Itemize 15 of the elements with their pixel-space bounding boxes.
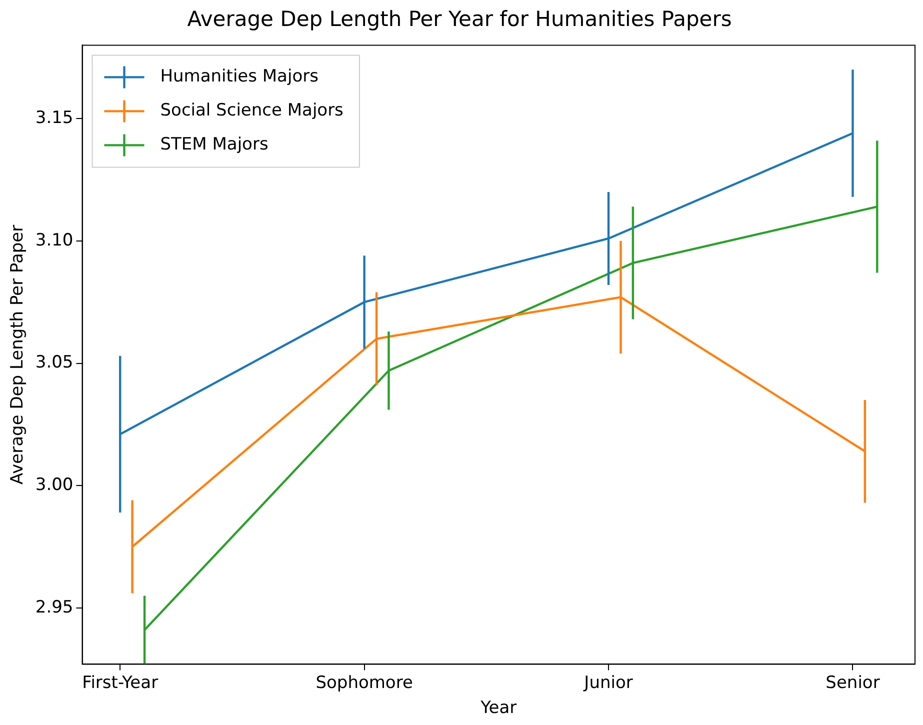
legend-label: Humanities Majors bbox=[160, 66, 319, 87]
y-tick-label: 3.15 bbox=[35, 108, 74, 128]
legend-label: STEM Majors bbox=[160, 134, 268, 155]
x-tick-label: First-Year bbox=[82, 672, 158, 693]
legend-label: Social Science Majors bbox=[160, 100, 344, 121]
y-axis-title: Average Dep Length Per Paper bbox=[8, 224, 28, 485]
x-axis-title: Year bbox=[480, 698, 517, 718]
x-tick-label: Junior bbox=[583, 672, 633, 693]
y-tick-label: 2.95 bbox=[35, 597, 74, 618]
x-tick-label: Sophomore bbox=[316, 672, 413, 693]
y-tick-label: 3.05 bbox=[35, 352, 74, 373]
x-tick-label: Senior bbox=[826, 672, 880, 693]
chart-title: Average Dep Length Per Year for Humanities Papers bbox=[187, 7, 732, 32]
y-tick-label: 3.10 bbox=[35, 230, 74, 250]
y-tick-label: 3.00 bbox=[35, 475, 74, 496]
